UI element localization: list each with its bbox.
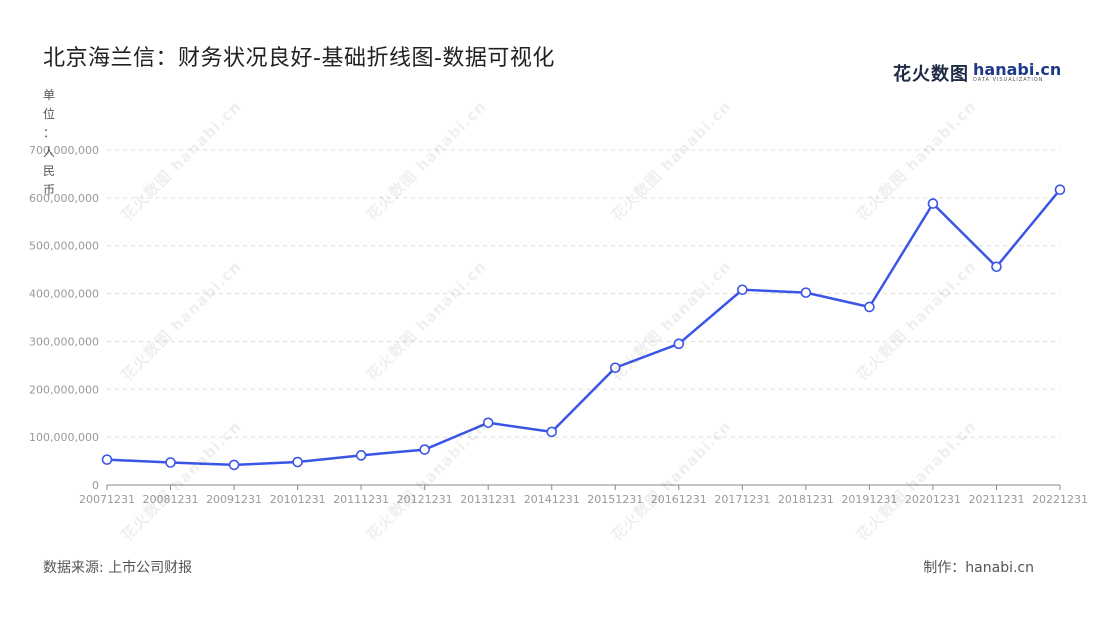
data-point bbox=[292, 456, 303, 468]
y-tick-label: 400,000,000 bbox=[29, 288, 99, 301]
x-tick-label: 20191231 bbox=[841, 493, 897, 506]
x-tick-label: 20221231 bbox=[1032, 493, 1088, 506]
x-axis: 20071231 20081231 20091231 20101231 20111231… bbox=[79, 484, 1088, 506]
y-axis-label-char: 单 bbox=[42, 88, 55, 102]
series-line bbox=[106, 188, 1061, 467]
x-tick-label: 20201231 bbox=[905, 493, 961, 506]
y-tick-label: 500,000,000 bbox=[29, 240, 99, 253]
y-axis-label: 单 位 ： 人 民 币 bbox=[40, 86, 58, 200]
x-tick-label: 20101231 bbox=[270, 493, 326, 506]
x-tick-label: 20111231 bbox=[333, 493, 389, 506]
y-tick-label: 100,000,000 bbox=[29, 431, 99, 444]
y-tick-label: 600,000,000 bbox=[29, 192, 99, 205]
grid-lines bbox=[107, 149, 1060, 438]
x-tick-label: 20091231 bbox=[206, 493, 262, 506]
x-tick-label: 20121231 bbox=[397, 493, 453, 506]
x-tick-label: 20211231 bbox=[968, 493, 1024, 506]
data-point bbox=[864, 301, 875, 313]
y-axis-label-char: 人 bbox=[42, 145, 55, 159]
data-point bbox=[419, 444, 430, 455]
y-tick-label: 0 bbox=[92, 479, 99, 492]
x-tick-label: 20141231 bbox=[524, 493, 580, 506]
y-axis-label-char: ： bbox=[42, 126, 55, 140]
credit: 制作：hanabi.cn bbox=[923, 560, 1034, 576]
data-point bbox=[228, 459, 240, 471]
x-tick-label: 20081231 bbox=[143, 493, 199, 506]
y-tick-label: 700,000,000 bbox=[29, 144, 99, 157]
data-point bbox=[1054, 184, 1066, 196]
data-point bbox=[482, 417, 494, 429]
x-tick-label: 20161231 bbox=[651, 493, 707, 506]
data-point bbox=[101, 454, 113, 465]
y-axis-label-char: 币 bbox=[42, 183, 55, 197]
x-tick-label: 20181231 bbox=[778, 493, 834, 506]
x-tick-label: 20171231 bbox=[714, 493, 770, 506]
data-point bbox=[737, 284, 748, 296]
chart-title: 北京海兰信：财务状况良好-基础折线图-数据可视化 bbox=[43, 46, 555, 71]
data-source: 数据来源: 上市公司财报 bbox=[43, 560, 193, 576]
y-axis-ticks: 0 100,000,000 200,000,000 300,000,000 400,00… bbox=[29, 144, 99, 492]
y-tick-label: 300,000,000 bbox=[29, 335, 99, 348]
series-layer bbox=[101, 184, 1066, 471]
data-point bbox=[355, 450, 367, 461]
data-point bbox=[673, 338, 685, 350]
x-tick-label: 20071231 bbox=[79, 493, 135, 506]
data-point bbox=[546, 426, 558, 438]
logo-cn-text: 花火数图 bbox=[893, 64, 969, 85]
y-axis-label-char: 民 bbox=[42, 164, 55, 178]
logo-en-text: hanabi.cn bbox=[973, 60, 1062, 79]
logo-sub-text: DATA VISUALIZATION bbox=[973, 77, 1044, 83]
data-point bbox=[991, 261, 1002, 273]
x-tick-label: 20151231 bbox=[587, 493, 643, 506]
data-point bbox=[800, 287, 812, 298]
x-tick-label: 20131231 bbox=[460, 493, 516, 506]
data-point bbox=[927, 198, 939, 209]
data-point bbox=[609, 362, 621, 374]
data-point bbox=[165, 457, 176, 468]
y-axis-label-char: 位 bbox=[42, 107, 55, 121]
y-tick-label: 200,000,000 bbox=[29, 383, 99, 396]
